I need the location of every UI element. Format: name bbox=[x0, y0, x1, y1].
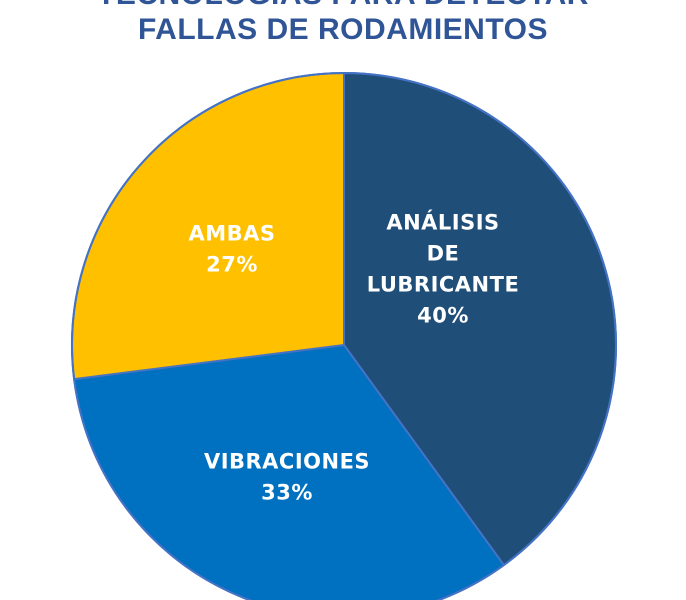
slice-value-label: 40% bbox=[417, 304, 469, 328]
chart-title-line-1: TECNOLOGÍAS PARA DETECTAR bbox=[0, 0, 686, 12]
slice-category-label: ANÁLISIS bbox=[386, 210, 499, 235]
slice-value-label: 33% bbox=[261, 481, 313, 505]
pie-outline bbox=[71, 72, 617, 600]
slice-category-label: VIBRACIONES bbox=[204, 450, 370, 474]
chart-title-line-2: FALLAS DE RODAMIENTOS bbox=[138, 13, 548, 46]
slice-category-label: AMBAS bbox=[188, 222, 275, 246]
slice-category-label: LUBRICANTE bbox=[367, 273, 520, 297]
slice-value-label: 27% bbox=[206, 253, 258, 277]
slice-category-label: DE bbox=[427, 242, 460, 266]
slice-label-2: AMBAS 27% bbox=[188, 222, 275, 277]
slice-label-1: VIBRACIONES 33% bbox=[204, 450, 370, 505]
slice-label-0: ANÁLISIS DE LUBRICANTE 40% bbox=[367, 210, 520, 328]
